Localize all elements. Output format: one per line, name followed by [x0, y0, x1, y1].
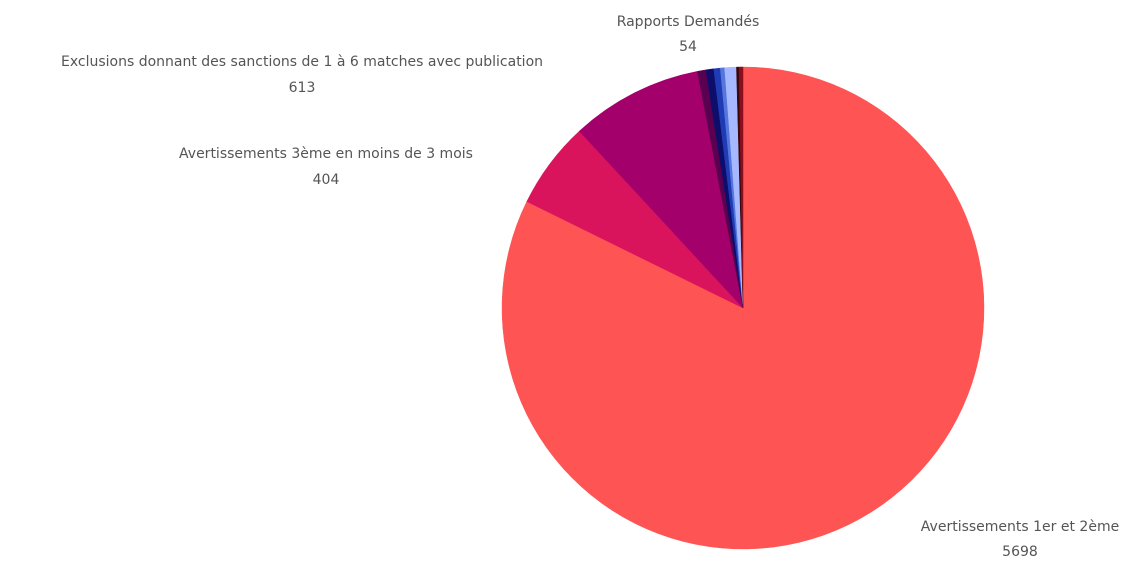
slice-label: Avertissements 1er et 2ème	[921, 519, 1119, 535]
slice-label: Rapports Demandés	[617, 14, 760, 30]
label-group-avertissements-1er-2eme: Avertissements 1er et 2ème 5698	[921, 519, 1119, 560]
pie-slice-9	[738, 66, 744, 309]
slice-value: 5698	[1002, 544, 1038, 560]
label-group-exclusions: Exclusions donnant des sanctions de 1 à …	[61, 54, 543, 96]
slice-value: 613	[289, 80, 316, 96]
label-group-avertissements-3eme: Avertissements 3ème en moins de 3 mois 4…	[179, 146, 473, 188]
label-group-rapports-demandes: Rapports Demandés 54	[617, 14, 760, 55]
slice-value: 54	[679, 39, 697, 55]
pie-slice-2	[578, 71, 744, 309]
pie-slices	[501, 66, 985, 550]
slice-label: Exclusions donnant des sanctions de 1 à …	[61, 54, 543, 70]
slice-value: 404	[313, 172, 340, 188]
slice-label: Avertissements 3ème en moins de 3 mois	[179, 146, 473, 162]
